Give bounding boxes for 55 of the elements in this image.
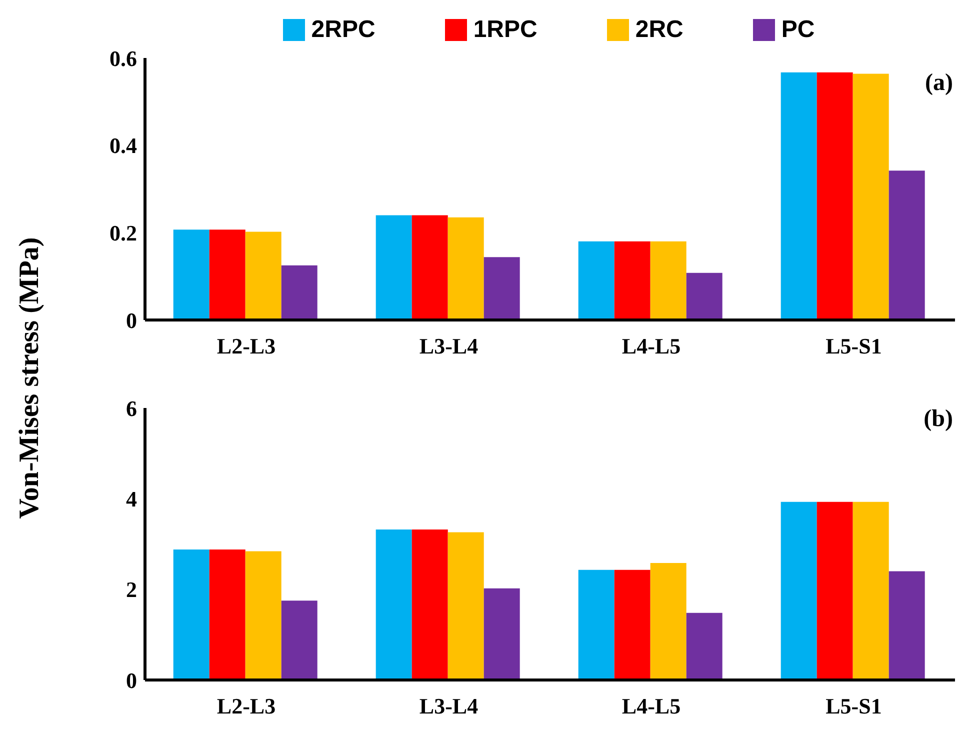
y-tick-label: 0.6 <box>110 46 137 71</box>
x-tick-label: L4-L5 <box>622 694 681 719</box>
bar <box>376 215 412 320</box>
bar <box>888 571 925 680</box>
bar <box>780 502 817 680</box>
bar <box>173 549 210 680</box>
bar <box>816 502 853 680</box>
bar <box>780 72 817 320</box>
bar <box>650 241 686 320</box>
bar <box>412 215 448 320</box>
y-tick-label: 2 <box>126 577 137 602</box>
legend-label: 2RC <box>635 16 684 44</box>
bar <box>888 170 925 320</box>
bar <box>686 272 722 320</box>
bar <box>852 74 889 320</box>
y-axis-title: Von-Mises stress (MPa) <box>14 237 46 519</box>
bar <box>686 612 722 680</box>
y-tick-label: 4 <box>126 486 137 512</box>
x-tick-label: L5-S1 <box>826 694 882 719</box>
bar <box>448 532 484 680</box>
y-tick-label: 6 <box>126 396 137 421</box>
bar <box>614 241 650 320</box>
bar <box>578 570 614 680</box>
bar <box>484 588 520 680</box>
y-tick-label: 0.4 <box>110 133 137 158</box>
bar <box>376 529 412 680</box>
x-tick-label: L3-L4 <box>419 334 478 359</box>
bar <box>448 217 484 320</box>
bar <box>245 551 282 680</box>
bar <box>281 265 318 320</box>
bar <box>614 570 650 680</box>
y-tick-label: 0 <box>126 668 137 693</box>
bar <box>484 257 520 320</box>
bar <box>816 72 853 320</box>
legend-label: PC <box>781 16 815 44</box>
bar <box>578 241 614 320</box>
bar <box>650 563 686 680</box>
bar <box>412 529 448 680</box>
x-tick-label: L2-L3 <box>216 694 276 719</box>
x-tick-label: L4-L5 <box>622 334 681 359</box>
bar <box>281 600 318 680</box>
bar <box>852 502 889 680</box>
annotation: (a) <box>925 70 953 97</box>
legend-label: 1RPC <box>473 16 538 44</box>
bar <box>209 549 246 680</box>
annotation: (b) <box>924 406 953 433</box>
bar <box>173 230 210 320</box>
x-tick-label: L5-S1 <box>826 334 882 359</box>
bar <box>209 230 246 320</box>
legend-label: 2RPC <box>311 16 376 44</box>
y-tick-label: 0 <box>126 308 137 333</box>
bar <box>245 232 282 320</box>
x-tick-label: L2-L3 <box>216 334 276 359</box>
y-tick-label: 0.2 <box>110 220 137 246</box>
x-tick-label: L3-L4 <box>419 694 478 719</box>
